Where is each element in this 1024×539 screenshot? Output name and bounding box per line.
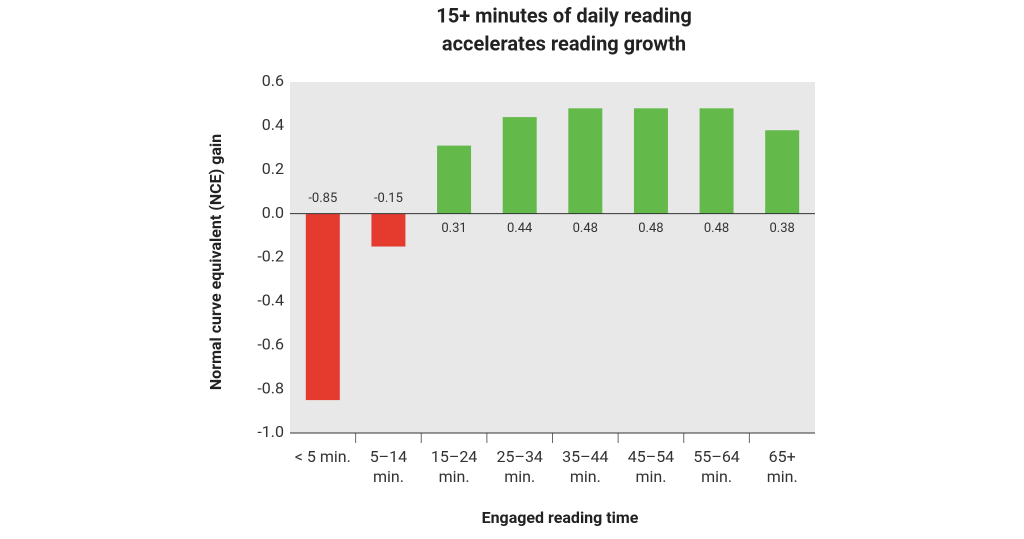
bar (502, 117, 537, 214)
bar (699, 108, 734, 214)
x-tick-label: min. (570, 467, 601, 486)
y-tick-label: 0.4 (262, 115, 284, 134)
x-tick-label: 35–44 (562, 447, 608, 466)
y-tick-label: -0.2 (257, 247, 284, 266)
x-tick-label: 15–24 (431, 447, 477, 466)
y-tick-label: 0.6 (262, 71, 284, 90)
value-label: 0.44 (507, 221, 533, 236)
bar (371, 213, 406, 247)
x-tick-label: min. (439, 467, 470, 486)
bar (437, 145, 472, 214)
y-tick-label: -0.4 (257, 291, 284, 310)
x-tick-label: min. (635, 467, 666, 486)
bar (305, 213, 340, 401)
value-label: -0.85 (308, 191, 337, 206)
bar (633, 108, 668, 214)
value-label: 0.48 (573, 221, 598, 236)
x-tick-label: 45–54 (628, 447, 674, 466)
y-tick-label: -1.0 (257, 422, 284, 441)
bar (765, 130, 800, 214)
y-tick-label: -0.8 (257, 378, 284, 397)
x-tick-label: < 5 min. (295, 447, 351, 466)
x-tick-label: 55–64 (693, 447, 739, 466)
y-tick-label: 0.2 (262, 159, 284, 178)
x-axis-label: Engaged reading time (482, 508, 639, 527)
x-tick-label: 5–14 (370, 447, 407, 466)
x-tick-label: 25–34 (496, 447, 542, 466)
y-tick-label: -0.6 (257, 334, 284, 353)
bar (568, 108, 603, 214)
x-tick-label: min. (504, 467, 535, 486)
value-label: 0.48 (704, 221, 729, 236)
chart-title: accelerates reading growth (442, 31, 686, 55)
chart-title: 15+ minutes of daily reading (436, 3, 692, 27)
value-label: 0.48 (638, 221, 663, 236)
x-tick-label: min. (701, 467, 732, 486)
x-tick-label: min. (373, 467, 404, 486)
x-tick-label: min. (767, 467, 798, 486)
x-tick-label: 65+ (769, 447, 796, 466)
y-tick-label: 0.0 (262, 203, 284, 222)
plot-background (290, 82, 815, 433)
y-axis-label: Normal curve equivalent (NCE) gain (206, 134, 225, 390)
value-label: 0.38 (770, 221, 795, 236)
value-label: 0.31 (441, 221, 466, 236)
value-label: -0.15 (374, 191, 403, 206)
